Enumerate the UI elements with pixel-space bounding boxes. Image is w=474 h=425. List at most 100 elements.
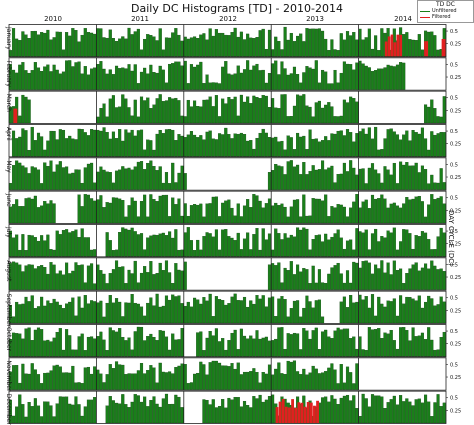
month-label: March xyxy=(5,94,12,112)
bar-unfiltered xyxy=(336,404,340,424)
bar-unfiltered xyxy=(161,49,165,57)
bar-unfiltered xyxy=(90,129,94,157)
bar-unfiltered xyxy=(442,331,446,357)
bar-unfiltered xyxy=(324,104,328,124)
bar-unfiltered xyxy=(414,196,418,224)
bar-unfiltered xyxy=(111,250,115,257)
bar-unfiltered xyxy=(221,32,225,57)
bar-unfiltered xyxy=(139,306,144,324)
bar-unfiltered xyxy=(217,216,222,224)
bar-unfiltered xyxy=(417,34,421,57)
bar-unfiltered xyxy=(239,249,243,257)
bar-unfiltered xyxy=(43,372,47,390)
bar-unfiltered xyxy=(24,96,28,124)
bar-unfiltered xyxy=(111,197,115,224)
bar-unfiltered xyxy=(127,27,131,57)
bar-unfiltered xyxy=(205,337,209,357)
bar-unfiltered xyxy=(130,129,134,157)
bar-unfiltered xyxy=(377,241,381,257)
bar-unfiltered xyxy=(55,331,59,357)
bar-unfiltered xyxy=(183,364,187,390)
bar-unfiltered xyxy=(124,38,128,57)
bar-unfiltered xyxy=(11,316,16,324)
bar-unfiltered xyxy=(255,398,259,424)
bar-unfiltered xyxy=(65,303,69,324)
bar-unfiltered xyxy=(21,62,25,90)
bar-unfiltered xyxy=(33,308,37,324)
bar-unfiltered xyxy=(177,198,181,224)
bar-unfiltered xyxy=(199,249,203,257)
bar-unfiltered xyxy=(11,130,16,157)
bar-unfiltered xyxy=(114,107,119,124)
bar-unfiltered xyxy=(68,35,72,57)
bar-unfiltered xyxy=(439,296,443,324)
bar-unfiltered xyxy=(86,303,91,324)
bar-unfiltered xyxy=(77,194,81,224)
bar-unfiltered xyxy=(296,164,300,190)
bar-unfiltered xyxy=(427,295,431,324)
bar-unfiltered xyxy=(111,330,115,357)
bar-unfiltered xyxy=(389,399,393,424)
bar-unfiltered xyxy=(292,166,297,190)
bar-unfiltered xyxy=(320,160,325,190)
bar-unfiltered xyxy=(102,339,106,357)
y-tick-label: 0.25 xyxy=(450,142,461,148)
bar-unfiltered xyxy=(349,239,353,257)
bar-unfiltered xyxy=(255,295,259,324)
bar-unfiltered xyxy=(205,399,209,424)
bar-unfiltered xyxy=(49,341,53,357)
bar-unfiltered xyxy=(164,235,169,257)
bar-unfiltered xyxy=(230,237,234,257)
bar-unfiltered xyxy=(377,296,381,324)
bar-unfiltered xyxy=(280,166,284,190)
bar-unfiltered xyxy=(130,70,134,90)
bar-unfiltered xyxy=(320,316,325,324)
bar-unfiltered xyxy=(40,383,44,390)
bar-unfiltered xyxy=(311,365,315,390)
bar-unfiltered xyxy=(271,98,275,124)
bar-unfiltered xyxy=(196,38,200,57)
bar-unfiltered xyxy=(146,237,150,257)
bar-unfiltered xyxy=(370,394,375,424)
bar-unfiltered xyxy=(77,237,81,257)
bar-unfiltered xyxy=(336,174,340,190)
bar-unfiltered xyxy=(77,265,81,290)
bar-unfiltered xyxy=(83,406,87,424)
bar-unfiltered xyxy=(108,396,112,424)
bar-unfiltered xyxy=(264,132,268,157)
bar-unfiltered xyxy=(152,396,156,424)
bar-unfiltered xyxy=(414,132,418,157)
bar-unfiltered xyxy=(199,203,203,224)
bar-unfiltered xyxy=(74,169,78,190)
bar-unfiltered xyxy=(308,28,312,57)
bar-unfiltered xyxy=(402,62,406,90)
bar-unfiltered xyxy=(196,299,200,324)
bar-unfiltered xyxy=(405,32,409,57)
bar-unfiltered xyxy=(177,269,181,290)
bar-unfiltered xyxy=(130,169,134,190)
bar-unfiltered xyxy=(40,416,44,424)
bar-unfiltered xyxy=(161,194,165,224)
bar-unfiltered xyxy=(199,61,203,90)
bar-unfiltered xyxy=(130,115,134,124)
bar-unfiltered xyxy=(255,97,259,124)
bar-unfiltered xyxy=(336,116,340,124)
bar-unfiltered xyxy=(143,38,147,57)
bar-unfiltered xyxy=(258,98,262,124)
bar-unfiltered xyxy=(161,232,165,257)
bar-unfiltered xyxy=(439,227,443,257)
bar-unfiltered xyxy=(118,301,122,324)
bar-unfiltered xyxy=(21,363,25,390)
bar-unfiltered xyxy=(302,162,306,190)
bar-unfiltered xyxy=(227,97,231,124)
bar-unfiltered xyxy=(264,336,268,357)
bar-unfiltered xyxy=(433,402,437,424)
bar-unfiltered xyxy=(164,37,169,57)
month-label: May xyxy=(5,160,12,173)
bar-unfiltered xyxy=(127,64,131,90)
bar-unfiltered xyxy=(349,282,353,290)
bar-unfiltered xyxy=(149,64,153,90)
month-label: July xyxy=(5,226,12,238)
bar-unfiltered xyxy=(208,233,212,257)
bar-unfiltered xyxy=(289,334,293,357)
